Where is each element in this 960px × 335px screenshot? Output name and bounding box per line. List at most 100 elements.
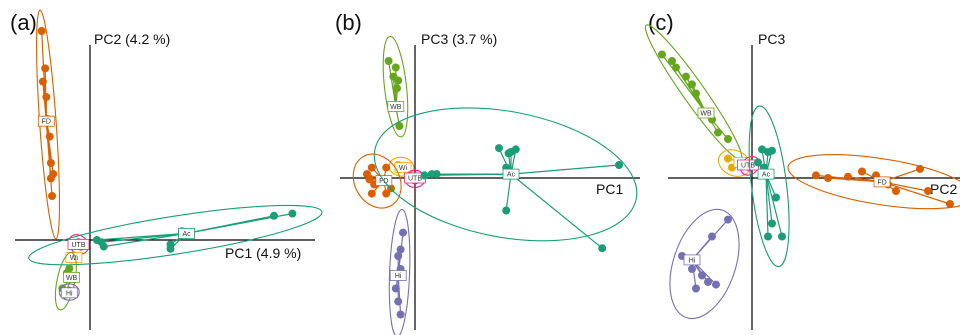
group-wb: WB (644, 24, 743, 160)
confidence-ellipse (787, 154, 960, 210)
data-point (758, 145, 766, 154)
confidence-ellipse (54, 252, 77, 311)
spoke-line (881, 181, 951, 205)
data-point (698, 271, 706, 280)
data-point (393, 84, 401, 93)
confidence-ellipse (669, 208, 740, 320)
data-point (688, 80, 696, 89)
spoke-line (510, 173, 603, 249)
data-point (382, 163, 391, 172)
data-point (391, 284, 400, 293)
group-tag-label: UTB (741, 163, 755, 170)
group-tag-box (389, 270, 407, 281)
data-point (724, 154, 732, 163)
data-point (48, 192, 57, 200)
panel-a: (a) PC2 (4.2 %) PC1 (4.9 %) FD Ac UTB Wi WB Hi (10, 9, 323, 330)
confidence-ellipse (388, 208, 411, 335)
data-point (395, 122, 404, 130)
data-point (658, 50, 666, 59)
group-tag-box (60, 287, 78, 299)
x-axis-label: PC1 (596, 181, 623, 197)
group-fd: FD (352, 153, 402, 209)
data-point (396, 310, 405, 319)
data-point (504, 149, 513, 158)
x-axis-label: PC2 (930, 181, 957, 197)
confidence-ellipse (373, 107, 638, 242)
group-ac: Ac (373, 107, 638, 253)
data-point (708, 232, 716, 241)
group-hi: Hi (388, 208, 411, 335)
data-point (924, 187, 932, 195)
data-point (37, 27, 46, 35)
spoke-line (827, 177, 883, 183)
data-point (672, 63, 680, 72)
data-point (38, 77, 47, 86)
panel-label: (a) (10, 10, 37, 35)
group-tag-label: Ac (762, 172, 771, 179)
spoke-line (510, 164, 620, 175)
data-point (772, 193, 780, 202)
data-point (511, 145, 520, 154)
confidence-ellipse (28, 204, 323, 266)
spoke-line (765, 173, 783, 237)
group-fd: FD (36, 9, 61, 240)
y-axis-label: PC3 (3.7 %) (421, 31, 497, 47)
group-tag-label: Wi (70, 255, 79, 262)
data-point (391, 63, 400, 72)
data-point (712, 280, 720, 289)
group-tag-box (63, 271, 80, 283)
data-point (288, 209, 297, 218)
group-tag-box (178, 227, 196, 239)
spoke-line (765, 174, 769, 237)
group-tag-box (873, 176, 891, 188)
confidence-ellipse (748, 105, 790, 268)
group-wi: Wi (388, 156, 415, 177)
confidence-ellipse (352, 153, 402, 209)
group-tag-box (683, 254, 701, 266)
group-tag-label: UTB (72, 242, 86, 249)
data-point (598, 244, 607, 253)
data-point (844, 172, 852, 181)
data-point (394, 297, 403, 306)
panel-label: (b) (335, 10, 362, 35)
panel-label: (c) (648, 10, 674, 35)
y-axis-label: PC2 (4.2 %) (94, 31, 170, 47)
data-point (502, 206, 511, 215)
group-ac: Ac (28, 204, 323, 266)
group-tag-label: FD (877, 179, 886, 186)
data-point (365, 175, 374, 184)
data-point (688, 265, 696, 273)
data-point (384, 57, 393, 65)
data-point (367, 189, 376, 198)
group-tag-label: Hi (689, 257, 696, 264)
data-point (396, 245, 405, 254)
data-point (946, 200, 954, 208)
confidence-ellipse (58, 283, 80, 301)
data-point (394, 76, 403, 85)
data-point (382, 189, 391, 198)
data-point (99, 242, 108, 251)
data-point (42, 93, 51, 101)
group-tag-label: Wi (399, 165, 408, 172)
data-point (46, 159, 55, 167)
group-tag-label: Ac (183, 231, 192, 238)
data-point (768, 146, 776, 155)
data-point (714, 128, 722, 137)
group-hi: Hi (58, 283, 80, 301)
data-point (754, 158, 762, 167)
data-point (824, 174, 832, 182)
group-hi: Hi (669, 208, 740, 320)
data-point (46, 174, 55, 183)
group-wb: WB (382, 35, 409, 138)
data-point (916, 164, 924, 173)
group-utb: UTB (404, 169, 426, 188)
data-point (166, 240, 175, 249)
data-point (432, 170, 441, 179)
data-point (704, 278, 712, 286)
spoke-line (675, 67, 707, 114)
group-tag-label: Hi (66, 290, 73, 297)
data-point (615, 161, 623, 169)
